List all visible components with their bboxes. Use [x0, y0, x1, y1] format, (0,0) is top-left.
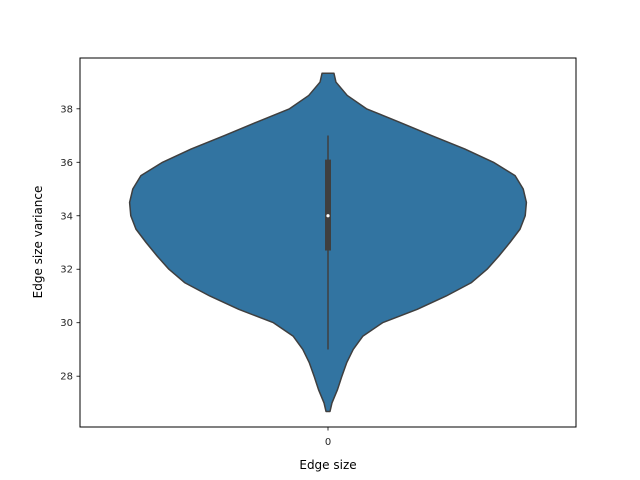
x-axis-label: Edge size [299, 458, 356, 472]
plot-area [128, 72, 528, 413]
x-axis: 0 [325, 427, 331, 448]
y-axis-label: Edge size variance [31, 186, 45, 299]
interquartile-box [325, 159, 331, 251]
y-tick-label: 30 [60, 318, 73, 329]
median-dot [326, 214, 330, 218]
y-tick-label: 38 [60, 104, 73, 115]
x-tick-label: 0 [325, 437, 331, 448]
y-axis: 28 30 32 34 36 38 [60, 104, 80, 383]
y-tick-label: 34 [60, 211, 73, 222]
y-tick-label: 36 [60, 158, 73, 169]
y-tick-label: 28 [60, 372, 73, 383]
y-tick-label: 32 [60, 265, 73, 276]
